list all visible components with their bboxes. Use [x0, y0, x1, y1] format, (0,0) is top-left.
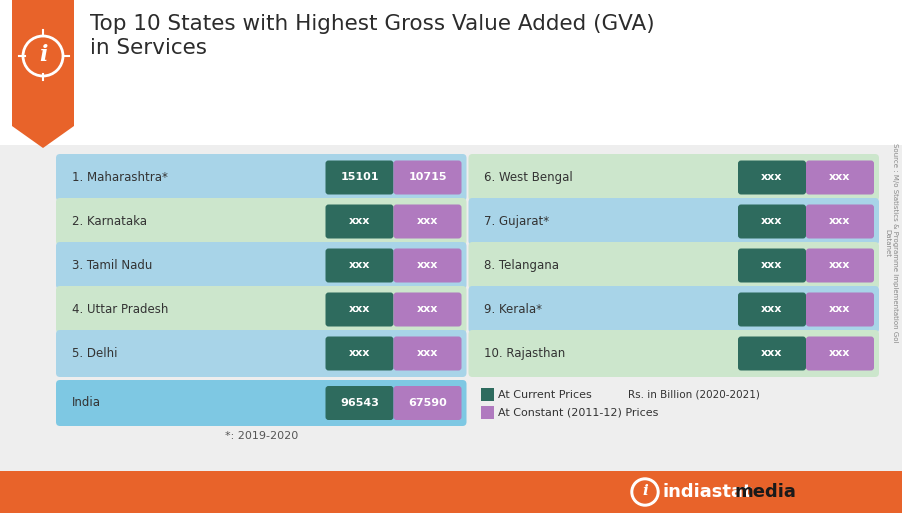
Text: Datanet: Datanet [884, 229, 890, 257]
FancyBboxPatch shape [481, 388, 493, 401]
Text: xxx: xxx [761, 216, 783, 227]
Text: 3. Tamil Nadu: 3. Tamil Nadu [72, 259, 152, 272]
Text: *: 2019-2020: *: 2019-2020 [225, 431, 298, 441]
Text: xxx: xxx [417, 216, 438, 227]
Circle shape [634, 481, 656, 503]
Text: xxx: xxx [829, 216, 851, 227]
Text: xxx: xxx [417, 261, 438, 270]
FancyBboxPatch shape [393, 248, 462, 283]
Text: xxx: xxx [349, 216, 370, 227]
Text: media: media [734, 483, 796, 501]
FancyBboxPatch shape [56, 380, 466, 426]
FancyBboxPatch shape [481, 406, 493, 419]
Text: Source : M/o Statistics & Programme Implementation GoI: Source : M/o Statistics & Programme Impl… [892, 143, 898, 343]
Text: i: i [39, 44, 47, 66]
Text: 67590: 67590 [408, 398, 446, 408]
Text: 6. West Bengal: 6. West Bengal [484, 171, 574, 184]
Text: 4. Uttar Pradesh: 4. Uttar Pradesh [72, 303, 169, 316]
Text: 96543: 96543 [340, 398, 379, 408]
FancyBboxPatch shape [0, 0, 902, 145]
Text: 5. Delhi: 5. Delhi [72, 347, 117, 360]
Text: At Current Prices: At Current Prices [499, 389, 593, 400]
Text: xxx: xxx [417, 348, 438, 359]
FancyBboxPatch shape [326, 205, 393, 239]
FancyBboxPatch shape [56, 154, 466, 201]
FancyBboxPatch shape [56, 286, 466, 333]
Text: xxx: xxx [829, 261, 851, 270]
Text: India: India [72, 397, 101, 409]
FancyBboxPatch shape [738, 205, 806, 239]
FancyBboxPatch shape [806, 161, 874, 194]
FancyBboxPatch shape [393, 161, 462, 194]
Text: xxx: xxx [349, 261, 370, 270]
Text: xxx: xxx [829, 348, 851, 359]
FancyBboxPatch shape [468, 198, 879, 245]
FancyBboxPatch shape [738, 292, 806, 326]
FancyBboxPatch shape [468, 154, 879, 201]
Text: i: i [642, 484, 648, 498]
Text: 15101: 15101 [340, 172, 379, 183]
FancyBboxPatch shape [326, 248, 393, 283]
Text: xxx: xxx [829, 172, 851, 183]
Text: xxx: xxx [761, 305, 783, 314]
FancyBboxPatch shape [468, 330, 879, 377]
Text: xxx: xxx [761, 348, 783, 359]
FancyBboxPatch shape [393, 292, 462, 326]
Text: xxx: xxx [761, 261, 783, 270]
FancyBboxPatch shape [326, 337, 393, 370]
Polygon shape [12, 0, 74, 148]
FancyBboxPatch shape [806, 248, 874, 283]
Text: Rs. in Billion (2020-2021): Rs. in Billion (2020-2021) [629, 389, 760, 400]
Text: xxx: xxx [761, 172, 783, 183]
FancyBboxPatch shape [393, 386, 462, 420]
Circle shape [631, 478, 659, 506]
Text: indiastat: indiastat [662, 483, 751, 501]
FancyBboxPatch shape [738, 337, 806, 370]
FancyBboxPatch shape [806, 205, 874, 239]
FancyBboxPatch shape [468, 242, 879, 289]
FancyBboxPatch shape [56, 242, 466, 289]
Text: xxx: xxx [349, 305, 370, 314]
FancyBboxPatch shape [393, 205, 462, 239]
Text: 1. Maharashtra*: 1. Maharashtra* [72, 171, 168, 184]
FancyBboxPatch shape [806, 292, 874, 326]
Text: xxx: xxx [417, 305, 438, 314]
Text: 10. Rajasthan: 10. Rajasthan [484, 347, 566, 360]
FancyBboxPatch shape [393, 337, 462, 370]
Text: xxx: xxx [829, 305, 851, 314]
FancyBboxPatch shape [326, 292, 393, 326]
FancyBboxPatch shape [806, 337, 874, 370]
Text: 9. Kerala*: 9. Kerala* [484, 303, 542, 316]
Text: 7. Gujarat*: 7. Gujarat* [484, 215, 549, 228]
Text: At Constant (2011-12) Prices: At Constant (2011-12) Prices [499, 407, 658, 418]
Text: Top 10 States with Highest Gross Value Added (GVA): Top 10 States with Highest Gross Value A… [90, 14, 655, 34]
Text: xxx: xxx [349, 348, 370, 359]
FancyBboxPatch shape [326, 386, 393, 420]
Text: in Services: in Services [90, 38, 207, 58]
Text: 2. Karnataka: 2. Karnataka [72, 215, 147, 228]
FancyBboxPatch shape [326, 161, 393, 194]
Text: 8. Telangana: 8. Telangana [484, 259, 559, 272]
FancyBboxPatch shape [0, 471, 902, 513]
FancyBboxPatch shape [56, 330, 466, 377]
FancyBboxPatch shape [738, 161, 806, 194]
FancyBboxPatch shape [56, 198, 466, 245]
Text: 10715: 10715 [409, 172, 446, 183]
FancyBboxPatch shape [468, 286, 879, 333]
FancyBboxPatch shape [738, 248, 806, 283]
